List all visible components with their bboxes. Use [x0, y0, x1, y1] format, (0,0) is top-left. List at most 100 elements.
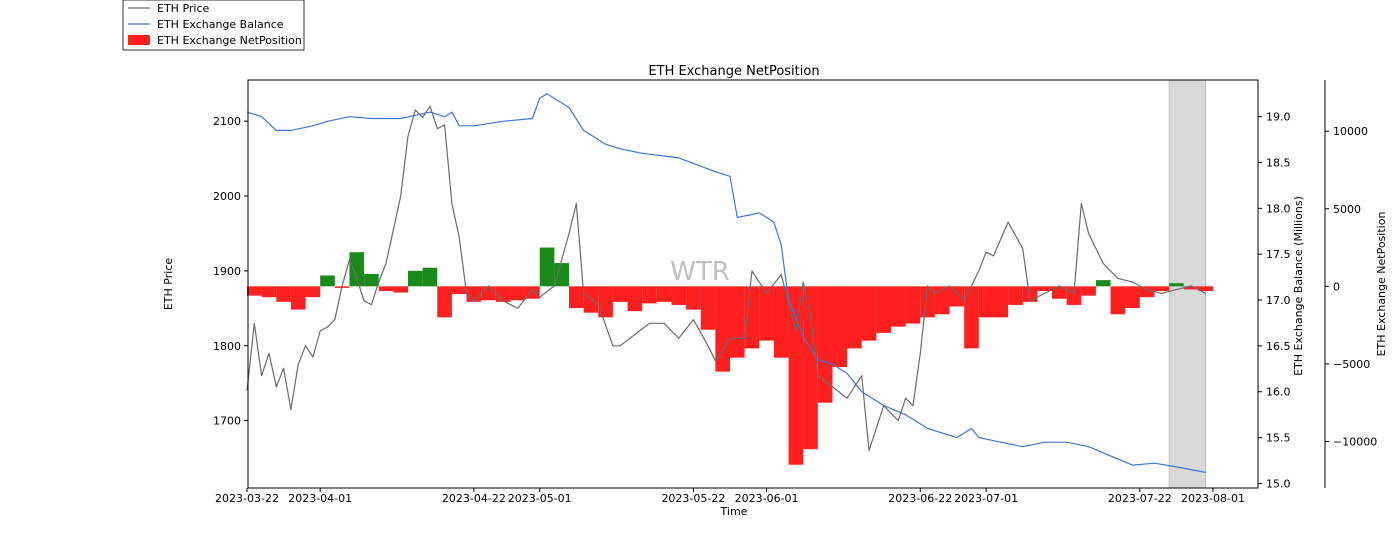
netposition-bar: [686, 286, 701, 310]
netposition-bar: [832, 286, 848, 367]
legend: ETH Price ETH Exchange Balance ETH Excha…: [122, 0, 305, 51]
netposition-bar: [1125, 286, 1140, 309]
netposition-bar: [934, 286, 950, 315]
netposition-bar: [495, 286, 511, 302]
netposition-bar: [305, 286, 321, 298]
netposition-bar: [1198, 286, 1213, 291]
netposition-bar: [730, 286, 745, 358]
netposition-bar: [510, 286, 526, 301]
balance-axis-label: ETH Exchange Balance (Millions): [1292, 196, 1305, 376]
balance-tick-label: 19.0: [1266, 111, 1291, 124]
chart-title: ETH Exchange NetPosition: [648, 64, 819, 79]
netposition-tick-label: 5000: [1333, 203, 1361, 216]
legend-label-netposition: ETH Exchange NetPosition: [157, 34, 302, 47]
netposition-bar: [861, 286, 877, 341]
netposition-bar: [1169, 283, 1184, 287]
balance-tick-label: 18.5: [1266, 157, 1291, 170]
netposition-bar: [642, 286, 657, 304]
netposition-bar: [1183, 286, 1199, 290]
netposition-bar: [876, 286, 891, 333]
netposition-axis-label: ETH Exchange NetPosition: [1375, 212, 1388, 357]
netposition-bar: [364, 273, 379, 287]
x-tick-label: 2023-07-22: [1108, 492, 1172, 505]
netposition-bar: [408, 270, 423, 287]
netposition-bar: [759, 286, 774, 341]
netposition-bar: [700, 286, 716, 330]
netposition-bar: [773, 286, 789, 358]
balance-tick-label: 17.5: [1266, 248, 1291, 261]
netposition-bar: [569, 286, 584, 309]
netposition-bar: [378, 286, 394, 291]
legend-swatch-netposition: [128, 35, 150, 45]
price-tick-label: 1900: [213, 265, 241, 278]
netposition-bar: [949, 286, 965, 307]
x-tick-label: 2023-07-01: [954, 492, 1018, 505]
netposition-bar: [920, 286, 935, 318]
netposition-bar: [964, 286, 979, 349]
x-axis-label: Time: [720, 505, 748, 518]
netposition-bar: [715, 286, 730, 372]
price-tick-label: 2000: [213, 190, 241, 203]
netposition-bar: [1022, 286, 1038, 302]
netposition-bar: [627, 286, 643, 312]
netposition-bar: [349, 252, 365, 287]
netposition-bar: [803, 286, 818, 450]
x-tick-label: 2023-06-22: [888, 492, 952, 505]
netposition-bar: [247, 286, 262, 296]
x-tick-label: 2023-08-01: [1181, 492, 1245, 505]
x-tick-label: 2023-04-22: [442, 492, 506, 505]
plot-frame: [247, 79, 1259, 489]
price-axis-label: ETH Price: [162, 258, 175, 311]
netposition-bar: [656, 286, 672, 302]
netposition-bar: [276, 286, 291, 302]
netposition-bar: [891, 286, 906, 327]
balance-tick-label: 17.0: [1266, 294, 1291, 307]
price-tick-label: 2100: [213, 115, 241, 128]
netposition-bar: [261, 286, 277, 298]
netposition-bar: [671, 286, 687, 305]
netposition-bar: [817, 286, 833, 403]
balance-tick-label: 18.0: [1266, 202, 1291, 215]
netposition-bar: [905, 286, 921, 324]
balance-tick-label: 15.0: [1266, 477, 1291, 490]
netposition-bar: [978, 286, 994, 318]
watermark: WTR: [670, 257, 730, 287]
netposition-tick-label: −10000: [1333, 435, 1377, 448]
netposition-bar: [451, 286, 467, 295]
balance-tick-label: 16.5: [1266, 340, 1291, 353]
netposition-bar: [320, 275, 335, 287]
netposition-bar: [612, 286, 628, 302]
netposition-bar: [466, 286, 482, 302]
netposition-bar: [993, 286, 1009, 318]
legend-label-balance: ETH Exchange Balance: [157, 18, 284, 31]
netposition-bar: [1008, 286, 1023, 305]
netposition-bar: [1139, 286, 1155, 298]
netposition-bar: [554, 263, 569, 287]
netposition-bar: [1154, 286, 1170, 291]
netposition-bar: [437, 286, 452, 318]
price-line: [246, 105, 1206, 452]
netposition-bar: [393, 286, 408, 293]
netposition-bar: [1095, 280, 1111, 287]
balance-tick-label: 15.5: [1266, 432, 1291, 445]
x-tick-label: 2023-05-01: [508, 492, 572, 505]
legend-label-price: ETH Price: [157, 2, 210, 15]
netposition-bar: [422, 267, 438, 287]
netposition-bar: [525, 286, 540, 299]
netposition-tick-label: −5000: [1333, 358, 1370, 371]
netposition-bar: [290, 286, 306, 310]
netposition-bar: [598, 286, 613, 318]
netposition-bar: [788, 286, 804, 465]
netposition-bar: [481, 286, 496, 301]
price-tick-label: 1700: [213, 415, 241, 428]
x-tick-label: 2023-03-22: [215, 492, 279, 505]
netposition-tick-label: 10000: [1333, 125, 1368, 138]
netposition-bar: [1110, 286, 1126, 315]
legend-box: [122, 0, 305, 51]
netposition-bar: [847, 286, 862, 349]
netposition-bar: [1052, 286, 1067, 299]
netposition-bar: [539, 247, 555, 287]
price-tick-label: 1800: [213, 340, 241, 353]
x-tick-label: 2023-06-01: [735, 492, 799, 505]
